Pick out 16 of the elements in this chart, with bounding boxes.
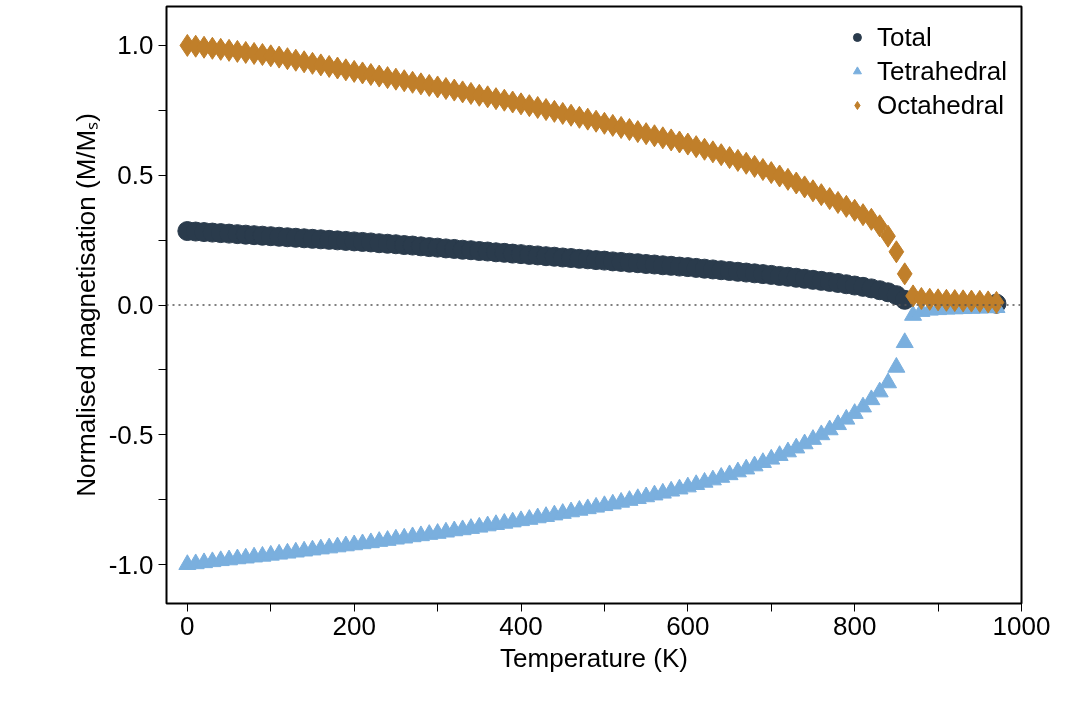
legend-label: Total [876,20,932,54]
x-tick-label: 200 [332,610,376,641]
x-tick-label: 800 [832,610,877,641]
x-tick-label: 600 [666,610,710,641]
y-tick-label: -1.0 [108,549,154,580]
x-axis-title: Temperature (K) [500,642,688,673]
y-tick-label: 0.0 [117,290,154,320]
y-tick-label: 0.5 [117,160,154,191]
legend-label: Octahedral [876,88,1005,122]
legend-label: Tetrahedral [876,54,1007,88]
y-tick-label: 1.0 [117,30,154,61]
x-tick-label: 400 [499,610,543,641]
x-tick-label: 1000 [992,610,1051,641]
y-tick-label: -0.5 [108,419,154,450]
x-tick-label: 0 [180,610,195,641]
y-axis-title: Normalised magnetisation (M/Mₛ) [70,113,101,497]
